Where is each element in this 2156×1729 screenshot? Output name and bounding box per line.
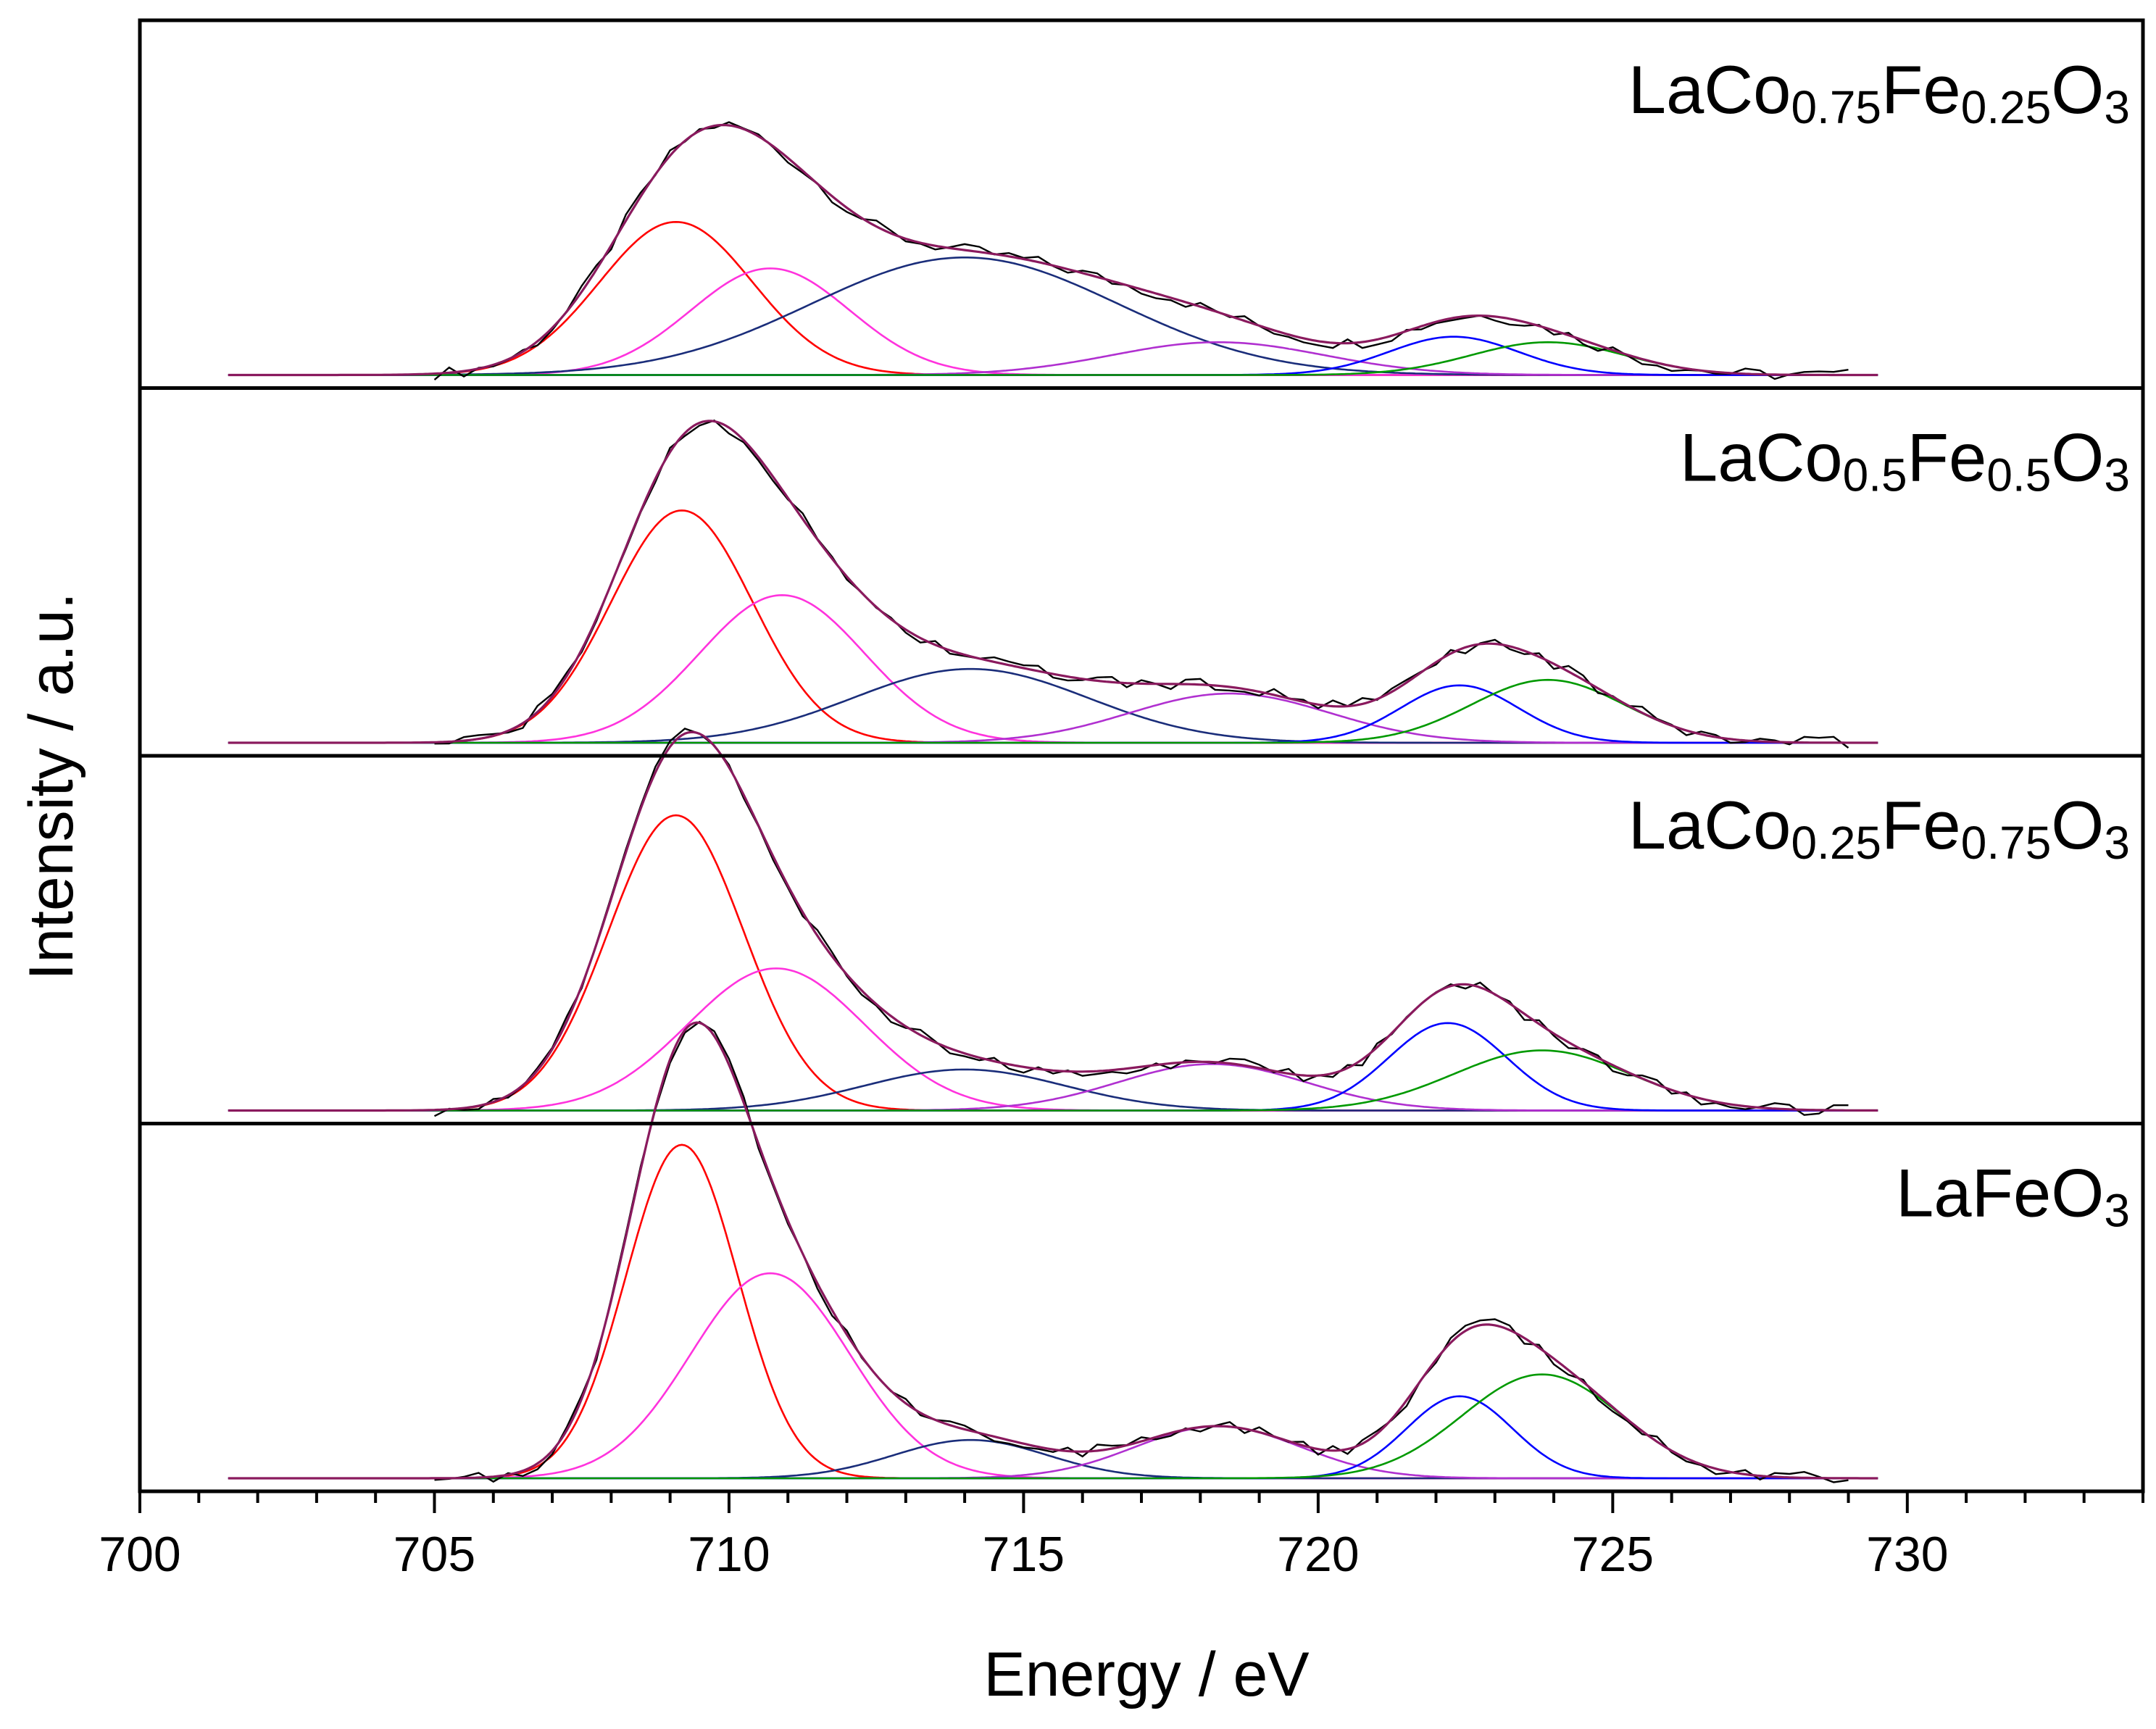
x-tick-label: 720 [1277, 1527, 1359, 1582]
panel-label-text: O [2051, 51, 2104, 128]
panel-4: LaFeO3 [138, 1020, 2145, 1493]
peak-5-line [228, 1395, 1878, 1480]
x-tick-label: 725 [1572, 1527, 1654, 1582]
panel-label-text: Fe [1881, 787, 1961, 863]
panel-label-text: LaFeO [1896, 1155, 2104, 1231]
peak-3-line [228, 1438, 1878, 1480]
peak-5-line [228, 684, 1878, 744]
panel-frame [138, 754, 2145, 1125]
panel-label-text: Fe [1907, 420, 1987, 496]
panel-label-subscript: 0.25 [1791, 817, 1881, 869]
peak-2-line [228, 593, 1878, 744]
panel-label-text: Fe [1881, 51, 1961, 128]
raw-data-line [433, 728, 1849, 1117]
x-tick-label: 710 [688, 1527, 770, 1582]
panel-label-subscript: 3 [2104, 817, 2130, 869]
peak-6-line [228, 1373, 1878, 1480]
x-axis: 700 705 710 715 720 725 730 [99, 1491, 2144, 1582]
panel-frame [138, 1122, 2145, 1493]
panel-label-text: O [2051, 787, 2104, 863]
x-tick-label: 730 [1866, 1527, 1948, 1582]
x-tick-label: 700 [99, 1527, 180, 1582]
peak-2-line [228, 267, 1878, 376]
peak-2-line [228, 967, 1878, 1112]
panel-2: LaCo0.5Fe0.5O3 [138, 386, 2145, 758]
peak-5-line [228, 1022, 1878, 1112]
panel-label-subscript: 0.75 [1791, 81, 1881, 133]
panel-label-text: LaCo [1680, 420, 1843, 496]
panel-label-text: O [2051, 420, 2104, 496]
panel-label: LaCo0.5Fe0.5O3 [1680, 420, 2130, 501]
peak-2-line [228, 1272, 1878, 1480]
panel-label-subscript: 0.25 [1961, 81, 2052, 133]
peak-1-line [228, 1143, 1878, 1480]
peak-1-line [228, 220, 1878, 376]
fit-envelope-line [228, 123, 1878, 377]
panel-label: LaCo0.25Fe0.75O3 [1628, 787, 2130, 869]
panels-group: LaCo0.75Fe0.25O3LaCo0.5Fe0.5O3LaCo0.25Fe… [138, 18, 2145, 1493]
fit-envelope-line [228, 420, 1878, 744]
panel-1: LaCo0.75Fe0.25O3 [138, 18, 2145, 390]
panel-label-subscript: 0.5 [1843, 449, 1907, 501]
raw-data-line [434, 1020, 1849, 1483]
fit-envelope-line [228, 1021, 1878, 1480]
y-axis-title: Intensity / a.u. [17, 592, 86, 980]
x-axis-title: Energy / eV [983, 1640, 1309, 1709]
panel-3: LaCo0.25Fe0.75O3 [138, 728, 2145, 1125]
x-tick-label: 715 [983, 1527, 1065, 1582]
raw-data-line [434, 419, 1849, 749]
panel-label-subscript: 3 [2104, 1185, 2130, 1237]
raw-data-line [433, 121, 1849, 381]
panel-label-text: LaCo [1628, 51, 1791, 128]
peak-6-line [228, 1049, 1878, 1112]
panel-label-subscript: 3 [2104, 81, 2130, 133]
panel-label-text: LaCo [1628, 787, 1791, 863]
panel-label-subscript: 3 [2104, 449, 2130, 501]
panel-label: LaFeO3 [1896, 1155, 2130, 1237]
panel-label-subscript: 0.5 [1986, 449, 2051, 501]
panel-frame [138, 18, 2145, 390]
x-tick-label: 705 [394, 1527, 475, 1582]
panel-label-subscript: 0.75 [1961, 817, 2052, 869]
panel-label: LaCo0.75Fe0.25O3 [1628, 51, 2130, 133]
fit-envelope-line [228, 730, 1878, 1112]
